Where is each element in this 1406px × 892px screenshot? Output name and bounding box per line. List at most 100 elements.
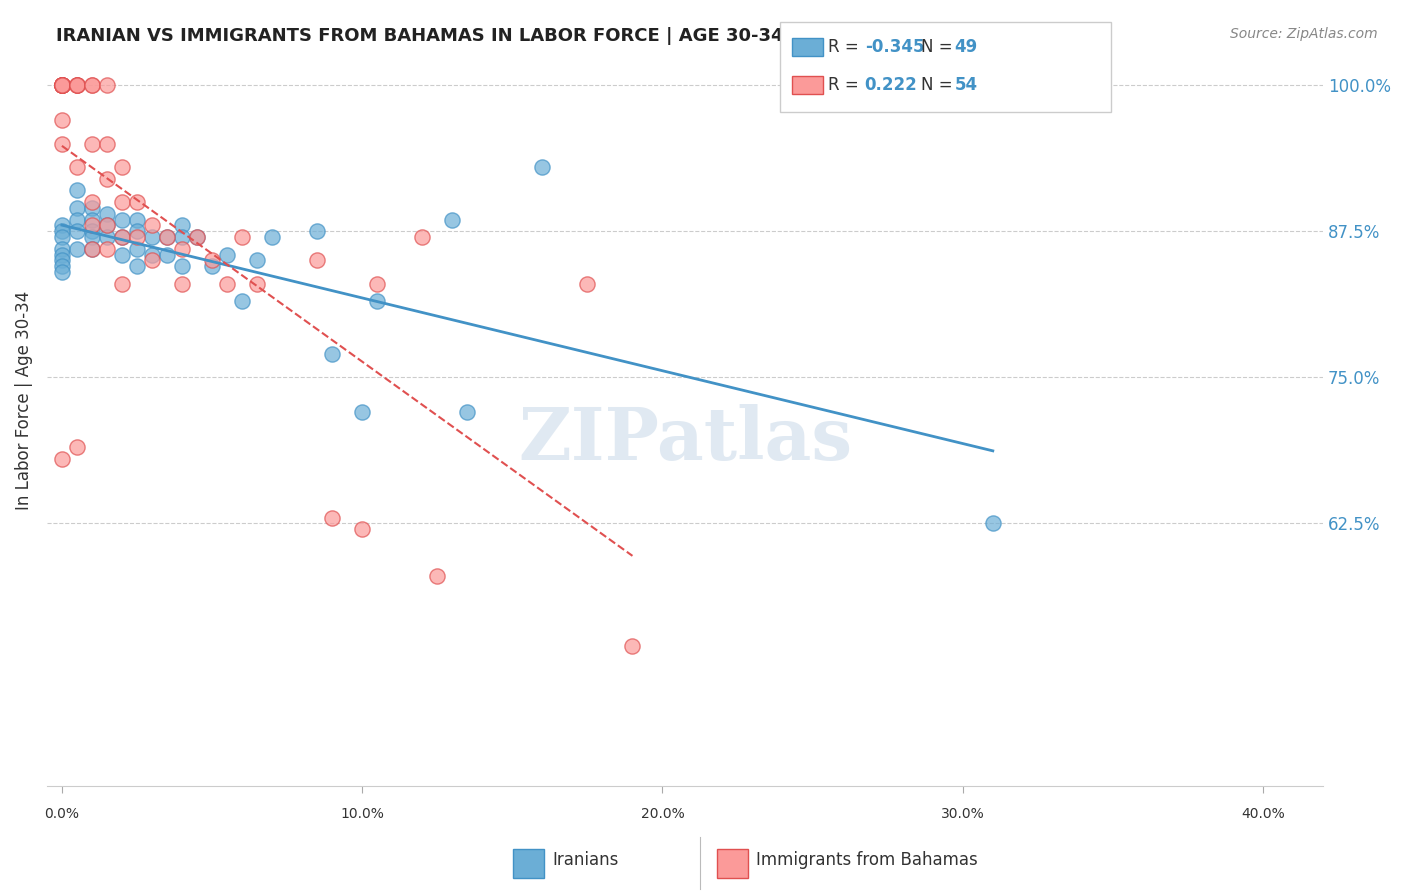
- Text: R =: R =: [828, 76, 869, 94]
- Point: [66, 201, 89, 215]
- Point: [201, 259, 224, 273]
- Point: [352, 405, 374, 419]
- Point: [80, 219, 103, 233]
- Point: [111, 212, 134, 227]
- Point: [80, 78, 103, 92]
- Text: R =: R =: [828, 38, 865, 56]
- Point: [66, 224, 89, 238]
- Point: [111, 194, 134, 209]
- Point: [96, 242, 118, 256]
- Text: N =: N =: [921, 76, 957, 94]
- Point: [96, 78, 118, 92]
- Point: [51, 78, 73, 92]
- Text: 10.0%: 10.0%: [340, 807, 384, 822]
- Point: [125, 230, 148, 244]
- Point: [307, 224, 329, 238]
- Point: [170, 259, 193, 273]
- Point: [170, 219, 193, 233]
- Point: [111, 160, 134, 174]
- Point: [66, 78, 89, 92]
- Point: [96, 171, 118, 186]
- Point: [531, 160, 554, 174]
- Point: [215, 277, 238, 291]
- Text: -0.345: -0.345: [865, 38, 924, 56]
- Point: [66, 183, 89, 197]
- Point: [111, 230, 134, 244]
- Text: 49: 49: [955, 38, 979, 56]
- Point: [576, 277, 599, 291]
- Point: [141, 247, 163, 261]
- Point: [156, 247, 179, 261]
- Point: [96, 207, 118, 221]
- Point: [426, 569, 449, 583]
- Point: [141, 253, 163, 268]
- Text: IRANIAN VS IMMIGRANTS FROM BAHAMAS IN LABOR FORCE | AGE 30-34 CORRELATION CHART: IRANIAN VS IMMIGRANTS FROM BAHAMAS IN LA…: [56, 27, 1005, 45]
- Text: 30.0%: 30.0%: [941, 807, 984, 822]
- Point: [111, 247, 134, 261]
- Point: [186, 230, 208, 244]
- Point: [125, 224, 148, 238]
- Text: Iranians: Iranians: [553, 851, 619, 869]
- Point: [156, 230, 179, 244]
- Point: [80, 136, 103, 151]
- Point: [366, 294, 388, 309]
- Point: [80, 78, 103, 92]
- Point: [621, 639, 644, 653]
- Point: [231, 294, 253, 309]
- Point: [156, 230, 179, 244]
- Point: [51, 219, 73, 233]
- Text: ZIPatlas: ZIPatlas: [517, 404, 852, 475]
- Point: [51, 78, 73, 92]
- Point: [51, 78, 73, 92]
- Text: 0.222: 0.222: [865, 76, 918, 94]
- Point: [51, 230, 73, 244]
- Point: [66, 212, 89, 227]
- Point: [51, 78, 73, 92]
- Point: [96, 219, 118, 233]
- Point: [80, 224, 103, 238]
- Text: 0.0%: 0.0%: [45, 807, 79, 822]
- Point: [411, 230, 433, 244]
- Point: [366, 277, 388, 291]
- Point: [66, 441, 89, 455]
- Text: N =: N =: [921, 38, 957, 56]
- Point: [246, 277, 269, 291]
- Point: [96, 219, 118, 233]
- Point: [51, 242, 73, 256]
- Point: [186, 230, 208, 244]
- Point: [51, 265, 73, 279]
- Point: [66, 78, 89, 92]
- Point: [111, 277, 134, 291]
- Text: 20.0%: 20.0%: [641, 807, 685, 822]
- Point: [125, 242, 148, 256]
- Point: [441, 212, 464, 227]
- Text: Source: ZipAtlas.com: Source: ZipAtlas.com: [1230, 27, 1378, 41]
- Point: [231, 230, 253, 244]
- Point: [80, 242, 103, 256]
- Point: [66, 78, 89, 92]
- Point: [141, 230, 163, 244]
- Point: [321, 347, 343, 361]
- Point: [170, 277, 193, 291]
- Point: [80, 194, 103, 209]
- Point: [51, 78, 73, 92]
- Point: [201, 253, 224, 268]
- Point: [96, 136, 118, 151]
- Point: [321, 510, 343, 524]
- Point: [80, 201, 103, 215]
- Point: [125, 194, 148, 209]
- Point: [51, 78, 73, 92]
- Point: [262, 230, 284, 244]
- Point: [51, 78, 73, 92]
- Point: [80, 212, 103, 227]
- Point: [125, 259, 148, 273]
- Point: [66, 78, 89, 92]
- Point: [456, 405, 478, 419]
- Point: [80, 242, 103, 256]
- FancyBboxPatch shape: [717, 848, 748, 878]
- Y-axis label: In Labor Force | Age 30-34: In Labor Force | Age 30-34: [15, 291, 32, 510]
- Point: [141, 219, 163, 233]
- Point: [51, 78, 73, 92]
- Text: 54: 54: [955, 76, 977, 94]
- Point: [51, 113, 73, 128]
